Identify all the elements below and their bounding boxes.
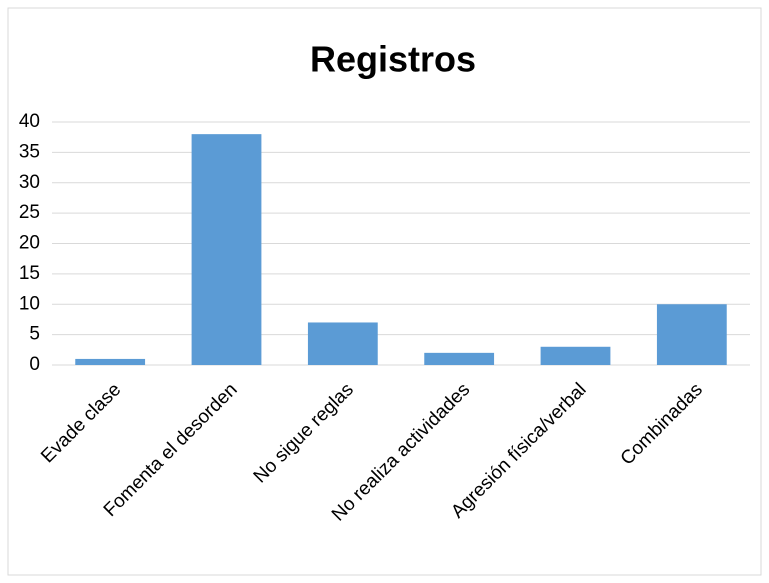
y-tick-label: 40 xyxy=(19,111,40,132)
y-tick-label: 15 xyxy=(19,263,40,284)
chart-title: Registros xyxy=(310,39,476,80)
y-tick-label: 0 xyxy=(29,354,40,375)
bar xyxy=(191,134,262,365)
bar xyxy=(540,346,611,365)
bar xyxy=(656,304,727,365)
y-tick-label: 5 xyxy=(29,324,40,345)
chart-frame xyxy=(7,7,762,576)
y-tick-label: 10 xyxy=(19,293,40,314)
bar xyxy=(307,322,378,365)
y-tick-label: 30 xyxy=(19,172,40,193)
y-tick-label: 25 xyxy=(19,202,40,223)
bar xyxy=(75,358,146,365)
y-tick-label: 35 xyxy=(19,141,40,162)
bar xyxy=(424,352,495,365)
y-tick-label: 20 xyxy=(19,233,40,254)
